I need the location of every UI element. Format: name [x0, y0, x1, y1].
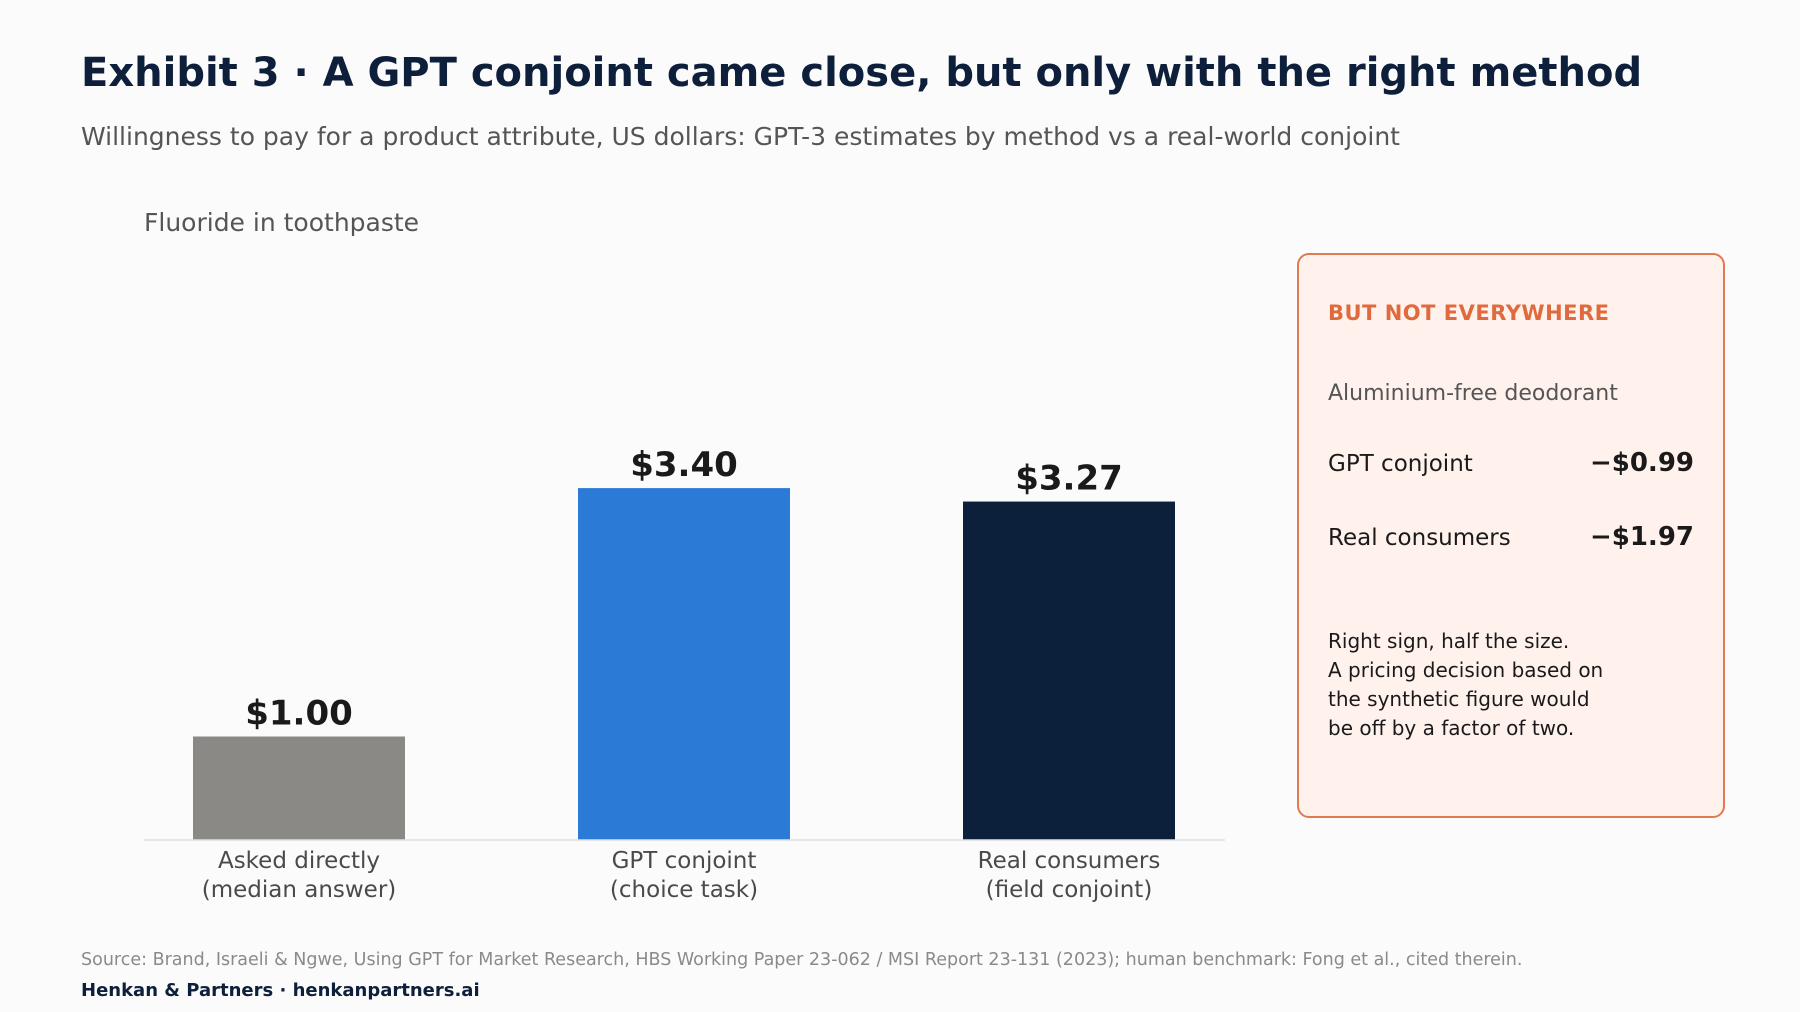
callout-row-real: Real consumers −$1.97 [1328, 522, 1694, 552]
callout-note-line: Right sign, half the size. [1328, 629, 1570, 653]
category-label: (choice task) [610, 877, 758, 903]
bar [193, 736, 405, 840]
bar-value-label: $3.40 [630, 445, 738, 485]
category-label: Asked directly [218, 848, 380, 874]
category-label: Real consumers [978, 848, 1161, 874]
callout-row-value: −$1.97 [1589, 522, 1694, 552]
source-note: Source: Brand, Israeli & Ngwe, Using GPT… [81, 950, 1523, 970]
callout-note-line: the synthetic figure would [1328, 687, 1590, 711]
callout-row-label: Real consumers [1328, 525, 1511, 551]
callout-heading: BUT NOT EVERYWHERE [1328, 301, 1610, 325]
page-title: Exhibit 3 · A GPT conjoint came close, b… [81, 50, 1643, 96]
callout-box: BUT NOT EVERYWHERE Aluminium-free deodor… [1297, 253, 1725, 818]
category-label: (field conjoint) [986, 877, 1153, 903]
bars-group: $1.00 Asked directly (median answer) $3.40 G… [193, 445, 1175, 903]
bar-value-label: $3.27 [1015, 459, 1123, 499]
page-subtitle: Willingness to pay for a product attribu… [81, 122, 1400, 151]
callout-product: Aluminium-free deodorant [1328, 381, 1618, 406]
callout-note-line: be off by a factor of two. [1328, 716, 1575, 740]
callout-row-label: GPT conjoint [1328, 451, 1473, 477]
callout-note: Right sign, half the size. A pricing dec… [1328, 627, 1708, 743]
bar [578, 488, 790, 840]
callout-row-gpt: GPT conjoint −$0.99 [1328, 448, 1694, 478]
chart-title: Fluoride in toothpaste [144, 208, 420, 237]
bar [963, 501, 1175, 840]
brand-footer: Henkan & Partners · henkanpartners.ai [81, 980, 480, 1001]
bar-chart: $1.00 Asked directly (median answer) $3.40 G… [144, 445, 1225, 903]
category-label: GPT conjoint [612, 848, 757, 874]
category-label: (median answer) [202, 877, 397, 903]
callout-row-value: −$0.99 [1589, 448, 1694, 478]
bar-value-label: $1.00 [245, 694, 353, 734]
callout-note-line: A pricing decision based on [1328, 658, 1604, 682]
